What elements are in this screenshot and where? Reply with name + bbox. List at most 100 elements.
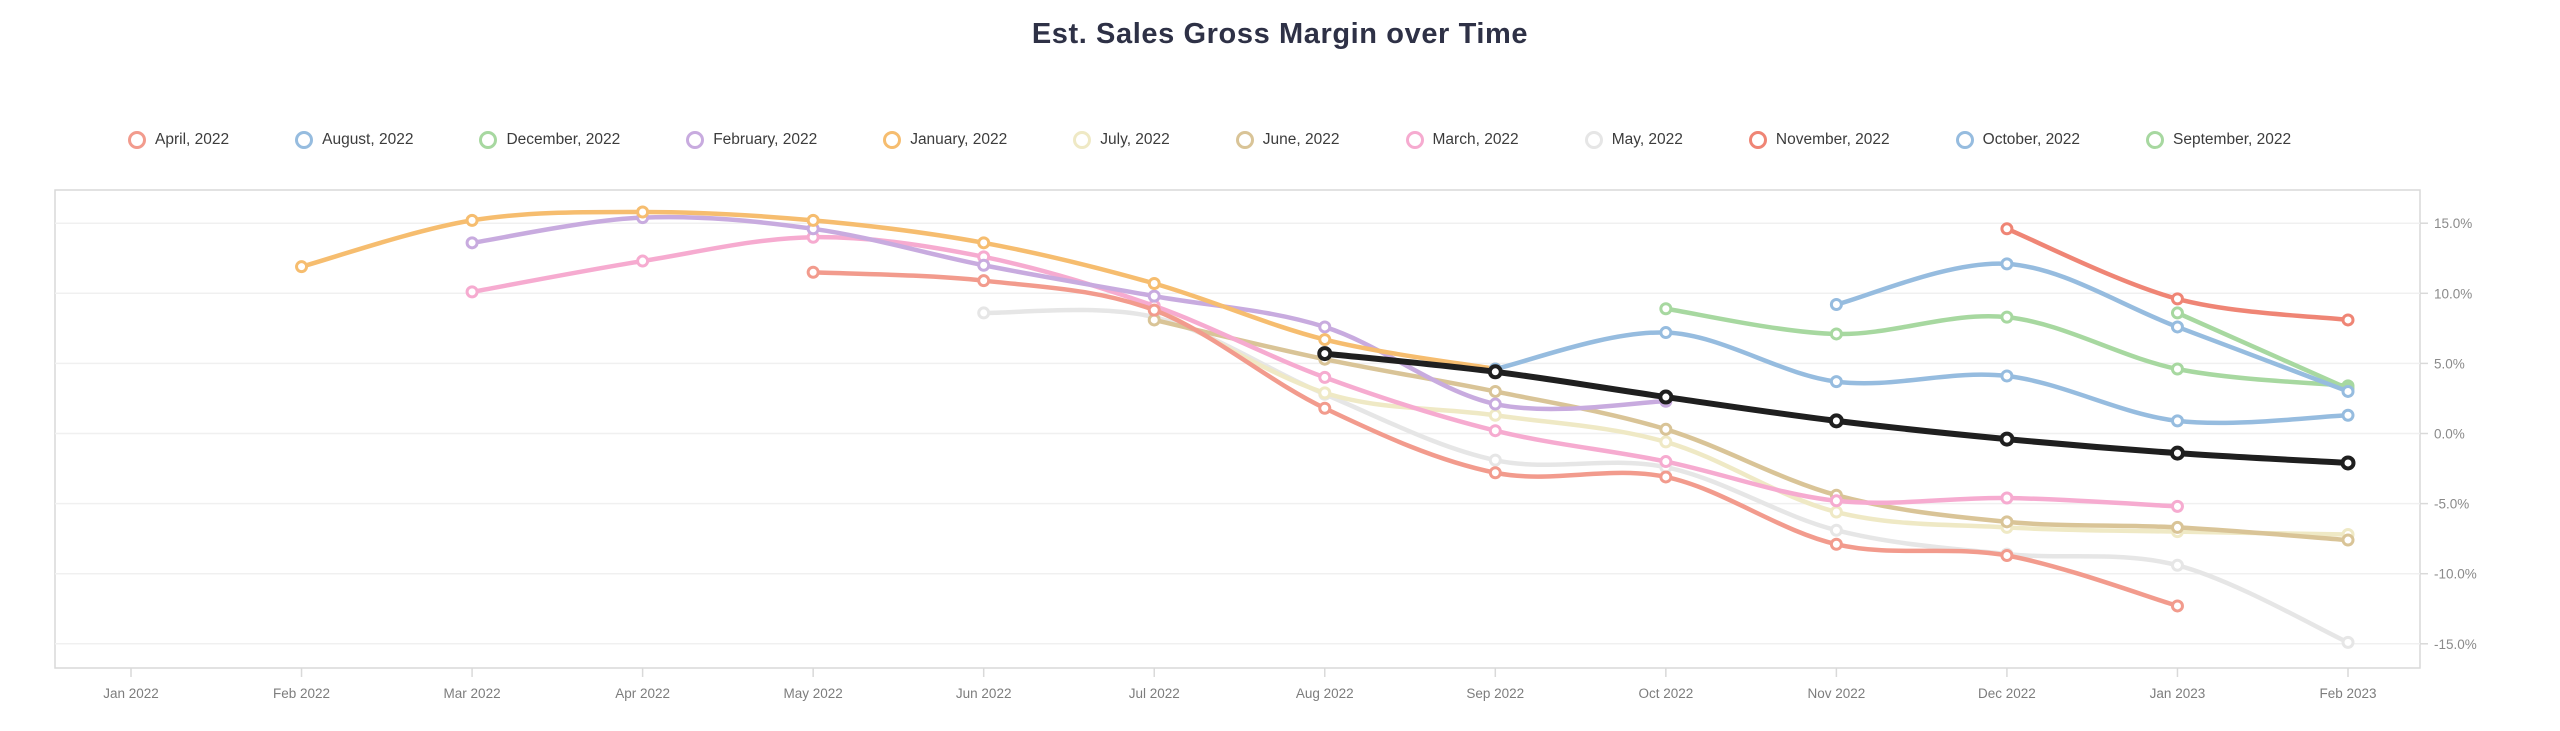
data-point-marker[interactable]: [1488, 397, 1502, 411]
data-point-marker[interactable]: [2169, 445, 2185, 461]
data-point-marker[interactable]: [2341, 408, 2355, 422]
legend-item[interactable]: November, 2022: [1748, 131, 1890, 149]
data-point-marker[interactable]: [1659, 326, 1673, 340]
data-point-marker[interactable]: [977, 258, 991, 272]
data-point-marker[interactable]: [2170, 499, 2184, 513]
legend-series-ring-icon: [1405, 131, 1424, 149]
data-point-marker[interactable]: [1658, 389, 1674, 405]
data-point-marker[interactable]: [1488, 424, 1502, 438]
data-point-marker[interactable]: [2341, 533, 2355, 547]
data-point-marker[interactable]: [1659, 470, 1673, 484]
x-tick-label: Apr 2022: [615, 686, 670, 701]
data-point-marker[interactable]: [1829, 375, 1843, 389]
legend-item[interactable]: February, 2022: [686, 131, 817, 149]
data-point-marker[interactable]: [977, 274, 991, 288]
data-point-marker[interactable]: [2170, 292, 2184, 306]
data-point-marker[interactable]: [2340, 455, 2356, 471]
legend-series-ring-icon: [295, 131, 314, 149]
data-point-marker[interactable]: [1318, 401, 1332, 415]
data-point-marker[interactable]: [806, 213, 820, 227]
data-point-marker[interactable]: [1659, 422, 1673, 436]
data-point-marker[interactable]: [1829, 327, 1843, 341]
series-line: [299, 209, 1498, 372]
data-point-marker[interactable]: [2000, 310, 2014, 324]
data-point-marker[interactable]: [465, 285, 479, 299]
data-point-marker[interactable]: [2170, 306, 2184, 320]
data-point-marker[interactable]: [977, 306, 991, 320]
x-tick-label: Jun 2022: [956, 686, 1012, 701]
data-point-marker[interactable]: [2000, 548, 2014, 562]
data-point-marker[interactable]: [1829, 298, 1843, 312]
legend-item[interactable]: August, 2022: [295, 131, 413, 149]
legend-item[interactable]: January, 2022: [883, 131, 1007, 149]
legend-series-ring-icon: [1748, 131, 1767, 149]
data-point-marker[interactable]: [1999, 431, 2015, 447]
data-point-marker[interactable]: [1147, 289, 1161, 303]
data-point-marker[interactable]: [1318, 370, 1332, 384]
legend-item[interactable]: October, 2022: [1955, 131, 2080, 149]
data-point-marker[interactable]: [2000, 222, 2014, 236]
series-line: [1493, 330, 2351, 426]
data-point-marker[interactable]: [1488, 466, 1502, 480]
data-point-marker[interactable]: [2170, 362, 2184, 376]
data-point-marker[interactable]: [2170, 414, 2184, 428]
y-tick-label: -10.0%: [2434, 567, 2477, 582]
legend-series-label: February, 2022: [713, 131, 818, 148]
data-point-marker[interactable]: [465, 236, 479, 250]
data-point-marker[interactable]: [2000, 257, 2014, 271]
legend-series-label: May, 2022: [1611, 131, 1683, 148]
data-point-marker[interactable]: [1829, 494, 1843, 508]
data-point-marker[interactable]: [1829, 537, 1843, 551]
legend-item[interactable]: September, 2022: [2146, 131, 2291, 149]
data-point-marker[interactable]: [2341, 313, 2355, 327]
legend-item[interactable]: March, 2022: [1405, 131, 1519, 149]
legend-series-ring-icon: [1955, 131, 1974, 149]
data-point-marker[interactable]: [977, 236, 991, 250]
data-point-marker[interactable]: [1318, 386, 1332, 400]
data-point-marker[interactable]: [1317, 346, 1333, 362]
data-point-marker[interactable]: [2341, 635, 2355, 649]
data-point-marker[interactable]: [465, 213, 479, 227]
series-line: [1151, 305, 2351, 537]
data-point-marker[interactable]: [1488, 453, 1502, 467]
data-point-marker[interactable]: [2000, 515, 2014, 529]
series-total: [1317, 346, 2356, 471]
legend-item[interactable]: June, 2022: [1235, 131, 1340, 149]
data-point-marker[interactable]: [2170, 320, 2184, 334]
x-tick-label: May 2022: [784, 686, 843, 701]
data-point-marker[interactable]: [1828, 413, 1844, 429]
data-point-marker[interactable]: [2000, 491, 2014, 505]
data-point-marker[interactable]: [1318, 333, 1332, 347]
data-point-marker[interactable]: [636, 205, 650, 219]
legend-series-label: August, 2022: [322, 131, 414, 148]
data-point-marker[interactable]: [1659, 435, 1673, 449]
legend-series-label: March, 2022: [1432, 131, 1519, 148]
data-point-marker[interactable]: [1659, 302, 1673, 316]
series-october-2022: [1829, 257, 2355, 398]
data-point-marker[interactable]: [1659, 455, 1673, 469]
data-point-marker[interactable]: [1147, 303, 1161, 317]
legend-item[interactable]: April, 2022: [128, 131, 229, 149]
data-point-marker[interactable]: [1488, 384, 1502, 398]
data-point-marker[interactable]: [636, 254, 650, 268]
data-point-marker[interactable]: [2170, 520, 2184, 534]
data-point-marker[interactable]: [2170, 558, 2184, 572]
data-point-marker[interactable]: [1147, 276, 1161, 290]
data-point-marker[interactable]: [2000, 369, 2014, 383]
legend-series-label: July, 2022: [1100, 131, 1170, 148]
legend-item[interactable]: May, 2022: [1584, 131, 1683, 149]
data-point-marker[interactable]: [2170, 599, 2184, 613]
data-point-marker[interactable]: [295, 260, 309, 274]
data-point-marker[interactable]: [1488, 408, 1502, 422]
data-point-marker[interactable]: [806, 265, 820, 279]
data-point-marker[interactable]: [2341, 384, 2355, 398]
legend-item[interactable]: December, 2022: [479, 131, 620, 149]
data-point-marker[interactable]: [1829, 505, 1843, 519]
legend-item[interactable]: July, 2022: [1073, 131, 1170, 149]
data-point-marker[interactable]: [1318, 320, 1332, 334]
data-point-marker[interactable]: [1829, 523, 1843, 537]
data-point-marker[interactable]: [1487, 364, 1503, 380]
legend-series-label: June, 2022: [1262, 131, 1340, 148]
